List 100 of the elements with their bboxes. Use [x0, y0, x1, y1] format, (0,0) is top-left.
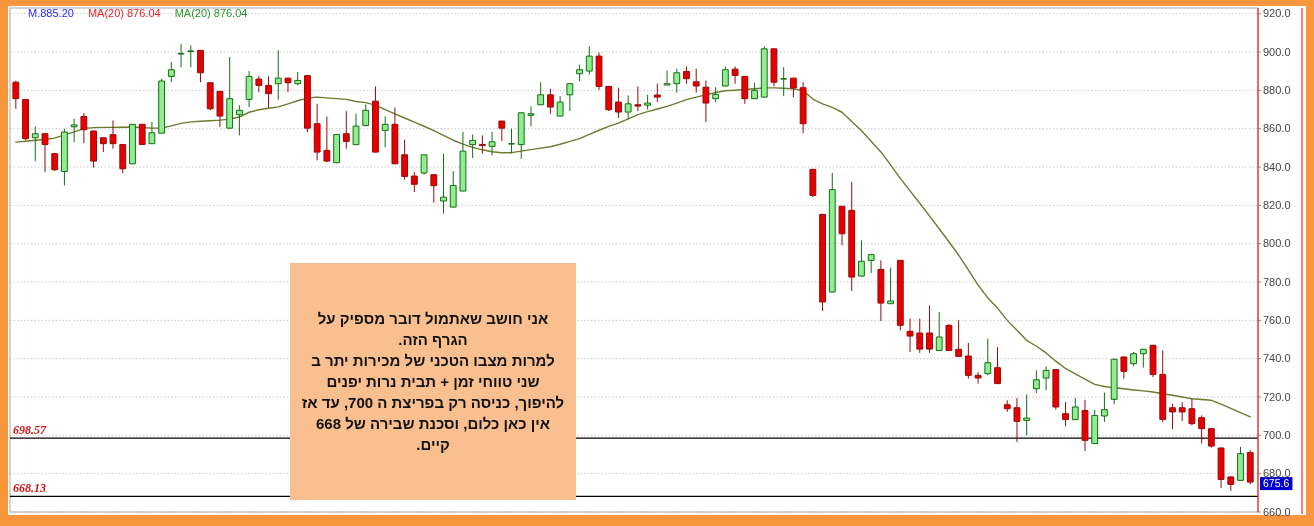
candlestick: [1130, 351, 1137, 367]
candlestick: [206, 81, 214, 111]
candlestick: [828, 172, 836, 293]
candlestick: [741, 75, 749, 105]
candlestick: [547, 88, 554, 115]
candlestick: [274, 49, 282, 101]
candlestick: [342, 110, 350, 150]
candlestick: [1246, 449, 1254, 485]
candlestick: [391, 107, 399, 165]
annotation: 675.6: [1263, 476, 1290, 489]
candlestick: [420, 153, 428, 176]
candlestick: [1071, 397, 1079, 421]
ref-line-label: 698.57: [13, 423, 47, 438]
ref-line-label: 668.13: [13, 481, 46, 496]
candlestick: [1110, 358, 1118, 405]
candlestick: [109, 119, 117, 150]
candlestick: [1032, 369, 1040, 394]
candlestick: [372, 85, 379, 153]
y-tick-label: 920.0: [1263, 7, 1291, 20]
candlestick: [1178, 401, 1186, 422]
candlestick: [449, 170, 457, 208]
candlestick: [576, 64, 583, 82]
candlestick: [1052, 368, 1060, 411]
candlestick: [197, 49, 204, 83]
candlestick: [1188, 398, 1196, 426]
candlestick: [51, 152, 59, 172]
candlestick: [235, 104, 243, 136]
candlestick: [138, 123, 146, 146]
candlestick: [624, 94, 632, 120]
candlestick: [12, 80, 20, 110]
candlestick: [381, 115, 389, 148]
candlestick: [838, 205, 846, 246]
candlestick: [119, 143, 127, 174]
candlestick: [721, 65, 729, 87]
candlestick: [556, 95, 564, 117]
candlestick: [1169, 403, 1176, 430]
y-tick-label: 780.0: [1263, 275, 1291, 288]
candlestick: [537, 81, 545, 106]
candlestick: [1003, 399, 1011, 413]
line-series: [15, 87, 1251, 418]
candlestick: [488, 131, 496, 156]
candlestick: [1120, 356, 1128, 380]
candlestick: [663, 69, 671, 86]
candlestick: [469, 133, 477, 159]
candlestick: [245, 70, 253, 108]
candlestick: [333, 133, 340, 164]
candlestick: [478, 134, 486, 155]
candlestick: [994, 346, 1001, 385]
candlestick: [1023, 393, 1031, 436]
candlestick: [352, 113, 360, 146]
candlestick: [80, 112, 88, 144]
candlestick: [1217, 447, 1225, 489]
candlestick: [148, 121, 156, 145]
candlestick: [1159, 349, 1167, 423]
candlestick: [459, 131, 467, 192]
candlestick: [1237, 446, 1244, 482]
candlestick: [508, 128, 515, 154]
candlestick: [304, 74, 311, 133]
annotation: למרות מצבו הטכני של מכירות יתר ב שני טווחי זמן + תבית נרות יפנים להיפוך, כניסה רק בפריצת ה 700, עד אז אין כאן כלום, וסכנת שבירה של 668 קיים.: [300, 351, 566, 455]
candlestick: [517, 111, 525, 160]
y-tick-label: 840.0: [1263, 160, 1291, 173]
candlestick: [712, 86, 720, 103]
candlestick: [41, 132, 49, 173]
candlestick: [226, 56, 234, 130]
candlestick: [1227, 475, 1235, 492]
y-tick-label: 760.0: [1263, 313, 1291, 326]
candlestick: [702, 79, 710, 123]
candlestick: [255, 75, 263, 93]
candlestick: [731, 65, 739, 85]
candlestick: [789, 77, 797, 98]
candlestick: [964, 342, 972, 380]
candlestick: [653, 83, 661, 103]
y-tick-label: 880.0: [1263, 83, 1291, 96]
candlestick: [819, 213, 826, 312]
candlestick: [799, 81, 807, 134]
annotation: MA(20) 876.04: [87, 7, 161, 19]
y-tick-label: 700.0: [1263, 428, 1291, 441]
candlestick: [566, 82, 574, 112]
candlestick: [809, 168, 817, 198]
candlestick: [1081, 399, 1089, 452]
y-tick-label: 860.0: [1263, 122, 1291, 135]
candlestick: [877, 259, 885, 322]
candlestick: [926, 304, 933, 354]
candlestick: [323, 115, 331, 163]
candlestick: [1198, 414, 1206, 445]
candlestick: [265, 75, 272, 109]
candlestick: [1149, 344, 1157, 378]
candlestick: [362, 103, 370, 127]
candlestick: [605, 85, 613, 112]
candlestick: [284, 77, 292, 93]
candlestick: [955, 319, 963, 358]
candlestick: [896, 259, 904, 331]
y-tick-label: 660.0: [1263, 505, 1291, 518]
annotation: M.885.20: [28, 7, 74, 19]
candlestick: [595, 52, 603, 91]
candlestick: [1042, 365, 1050, 391]
annotation: MA(20) 876.04: [174, 7, 248, 19]
y-tick-label: 820.0: [1263, 198, 1291, 211]
y-tick-label: 800.0: [1263, 237, 1291, 250]
candlestick: [1101, 392, 1108, 423]
